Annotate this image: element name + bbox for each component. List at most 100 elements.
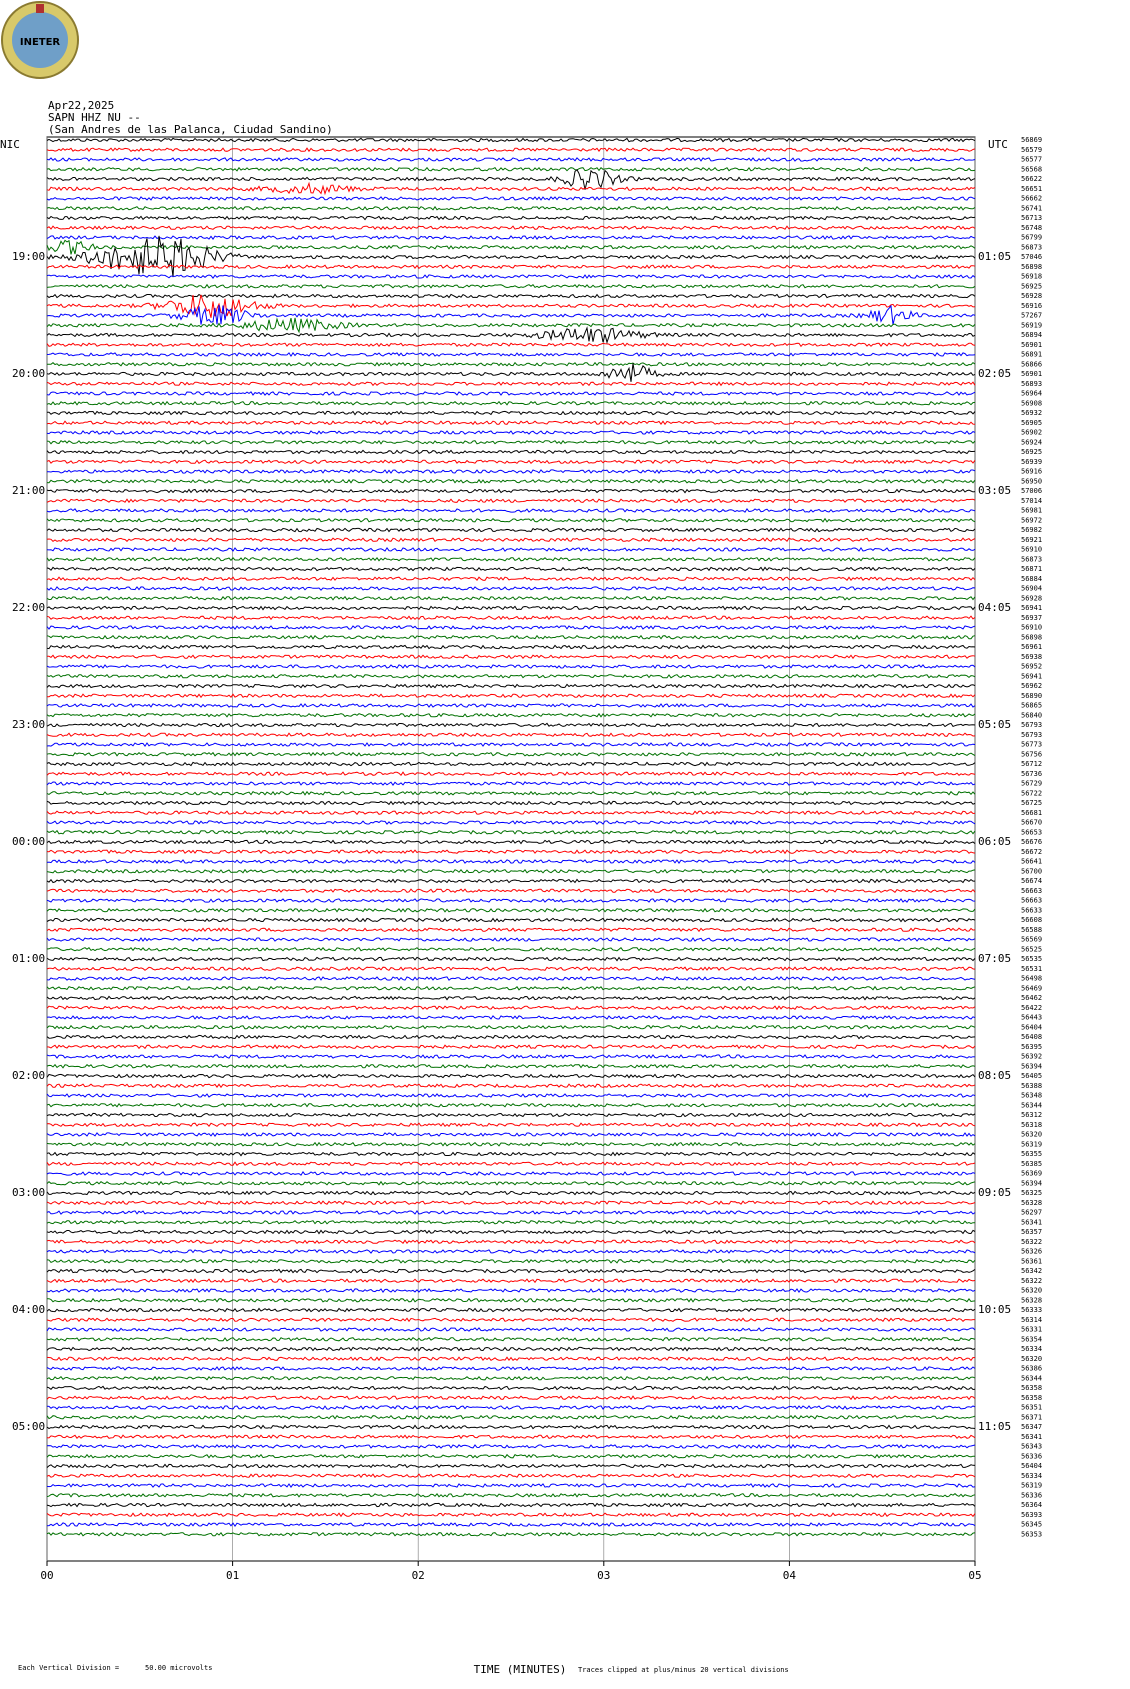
left-time: 20:00 — [12, 367, 45, 380]
trace-value: 56404 — [1021, 1462, 1042, 1470]
trace — [46, 517, 976, 523]
trace — [46, 1112, 976, 1118]
trace-value: 56358 — [1021, 1384, 1042, 1392]
trace — [46, 1005, 976, 1011]
right-time: 05:05 — [978, 718, 1011, 731]
trace-value: 56588 — [1021, 926, 1042, 934]
scale-value: 50.00 microvolts — [145, 1664, 212, 1672]
trace — [46, 878, 975, 884]
trace-value: 56633 — [1021, 906, 1042, 914]
trace-value: 56910 — [1021, 546, 1042, 554]
trace — [46, 391, 976, 396]
trace — [46, 995, 976, 1001]
trace — [46, 859, 976, 864]
trace — [46, 478, 976, 484]
trace — [46, 449, 976, 455]
trace — [46, 800, 976, 806]
trace-value: 56902 — [1021, 429, 1042, 437]
trace — [46, 166, 976, 172]
x-tick-label: 03 — [597, 1569, 610, 1582]
trace-value: 56908 — [1021, 399, 1042, 407]
right-time: 09:05 — [978, 1186, 1011, 1199]
trace — [46, 363, 976, 382]
trace-value: 56341 — [1021, 1433, 1042, 1441]
trace — [46, 732, 976, 738]
trace — [46, 1171, 976, 1176]
trace — [46, 1141, 976, 1147]
trace-value: 56916 — [1021, 302, 1042, 310]
trace — [46, 1395, 976, 1401]
trace — [46, 169, 976, 190]
trace-value: 56713 — [1021, 214, 1042, 222]
trace-value: 56341 — [1021, 1218, 1042, 1226]
trace-value: 56891 — [1021, 351, 1042, 359]
trace-value: 56469 — [1021, 984, 1042, 992]
trace — [46, 293, 976, 299]
trace — [46, 469, 976, 474]
trace — [46, 1444, 976, 1450]
trace — [46, 1200, 976, 1206]
trace-value: 56722 — [1021, 789, 1042, 797]
trace-value: 56641 — [1021, 858, 1042, 866]
trace-value: 56910 — [1021, 624, 1042, 632]
trace-value: 56890 — [1021, 692, 1042, 700]
left-time: 03:00 — [12, 1186, 45, 1199]
trace-value: 56941 — [1021, 604, 1042, 612]
trace-value: 56901 — [1021, 370, 1042, 378]
trace — [46, 1063, 976, 1069]
scale-label: Each Vertical Division = — [18, 1664, 119, 1672]
trace — [46, 849, 976, 855]
trace-value: 56331 — [1021, 1326, 1042, 1334]
trace-value: 56893 — [1021, 380, 1042, 388]
trace-value: 56361 — [1021, 1257, 1042, 1265]
trace-value: 56525 — [1021, 945, 1042, 953]
trace — [46, 1249, 976, 1254]
trace — [46, 576, 976, 582]
left-time: 23:00 — [12, 718, 45, 731]
trace-value: 56328 — [1021, 1296, 1042, 1304]
left-time: 19:00 — [12, 250, 45, 263]
trace — [46, 615, 976, 621]
trace-value: 56326 — [1021, 1248, 1042, 1256]
trace-value: 57046 — [1021, 253, 1042, 261]
trace-value: 56353 — [1021, 1530, 1042, 1538]
trace-value: 56535 — [1021, 955, 1042, 963]
trace — [46, 157, 976, 162]
trace-value: 56674 — [1021, 877, 1042, 885]
trace — [46, 829, 976, 835]
trace-value: 56568 — [1021, 165, 1042, 173]
trace-value: 56793 — [1021, 721, 1042, 729]
trace — [46, 1190, 976, 1196]
trace-value: 56328 — [1021, 1199, 1042, 1207]
trace-value: 56343 — [1021, 1443, 1042, 1451]
trace-value: 56884 — [1021, 575, 1042, 583]
trace-value: 56334 — [1021, 1472, 1042, 1480]
trace-value: 56405 — [1021, 1072, 1042, 1080]
trace — [46, 1102, 976, 1108]
trace-value: 56928 — [1021, 292, 1042, 300]
trace-value: 57014 — [1021, 497, 1042, 505]
trace-value: 56741 — [1021, 204, 1042, 212]
trace — [46, 644, 976, 650]
trace-value: 56928 — [1021, 594, 1042, 602]
trace-value: 56925 — [1021, 282, 1042, 290]
trace-value: 56663 — [1021, 887, 1042, 895]
trace — [46, 1414, 976, 1420]
left-time: 05:00 — [12, 1420, 45, 1433]
right-time: 01:05 — [978, 250, 1011, 263]
trace — [46, 966, 976, 972]
trace — [46, 205, 976, 211]
trace-value: 56700 — [1021, 867, 1042, 875]
trace — [46, 771, 976, 777]
trace — [46, 1473, 976, 1479]
trace-value: 56653 — [1021, 828, 1042, 836]
trace — [46, 1492, 976, 1498]
trace — [46, 1015, 976, 1020]
trace — [46, 703, 976, 708]
trace-value: 56932 — [1021, 409, 1042, 417]
trace-value: 56394 — [1021, 1062, 1042, 1070]
trace — [46, 239, 976, 255]
trace-value: 56725 — [1021, 799, 1042, 807]
trace — [46, 1288, 976, 1294]
trace — [46, 1132, 976, 1137]
